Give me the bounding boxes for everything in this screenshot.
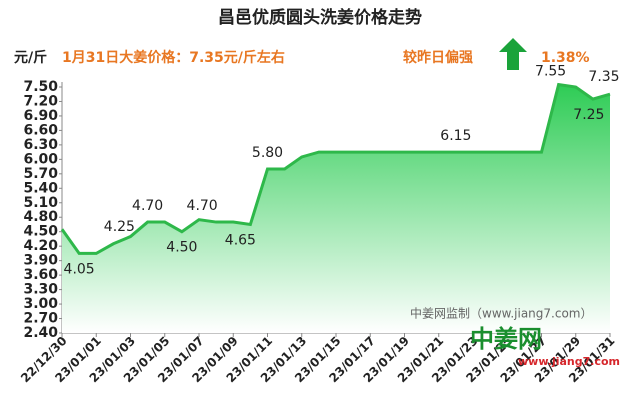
y-tick-label: 5.40 bbox=[23, 180, 58, 196]
value-label: 4.25 bbox=[104, 219, 135, 235]
value-label: 4.05 bbox=[64, 261, 95, 277]
annotation: 1月31日大姜价格：7.35元/斤左右 bbox=[62, 49, 285, 66]
line bbox=[60, 82, 611, 255]
value-label: 7.25 bbox=[573, 107, 604, 123]
value-label: 4.70 bbox=[187, 198, 218, 214]
annotation: 较昨日偏强 bbox=[403, 49, 473, 66]
y-tick-label: 4.20 bbox=[23, 238, 58, 254]
value-label: 5.80 bbox=[252, 145, 283, 161]
annotation: 1.38% bbox=[541, 50, 590, 66]
y-tick-label: 7.20 bbox=[23, 93, 58, 109]
y-tick-label: 6.00 bbox=[23, 151, 58, 167]
value-label: 7.55 bbox=[535, 64, 566, 80]
y-tick-label: 7.50 bbox=[23, 79, 58, 95]
value-label: 4.50 bbox=[166, 240, 197, 256]
y-tick-label: 2.40 bbox=[23, 325, 58, 341]
y-tick-label: 4.80 bbox=[23, 209, 58, 225]
value-label: 4.70 bbox=[132, 198, 163, 214]
chart-title: 昌邑优质圆头洗姜价格走势 bbox=[218, 7, 422, 28]
y-tick-label: 5.10 bbox=[23, 195, 58, 211]
area bbox=[62, 84, 610, 334]
value-label: 6.15 bbox=[440, 128, 471, 144]
y-tick-label: 6.60 bbox=[23, 122, 58, 138]
y-tick-label: 4.50 bbox=[23, 224, 58, 240]
y-tick-label: 3.30 bbox=[23, 282, 58, 298]
y-tick-label: 3.90 bbox=[23, 253, 58, 269]
y-tick-label: 5.70 bbox=[23, 166, 58, 182]
value-label: 4.65 bbox=[225, 232, 256, 248]
up-arrow bbox=[499, 38, 527, 70]
logo-url: www.jiang7.com bbox=[518, 355, 620, 368]
y-axis-label: 元/斤 bbox=[14, 49, 47, 66]
logo: 中姜网 bbox=[470, 325, 542, 353]
y-tick-label: 3.00 bbox=[23, 296, 58, 312]
y-tick-label: 6.30 bbox=[23, 137, 58, 153]
y-tick-label: 6.90 bbox=[23, 108, 58, 124]
y-tick-label: 3.60 bbox=[23, 267, 58, 283]
y-tick-label: 2.70 bbox=[23, 311, 58, 327]
watermark: 中姜网监制（www.jiang7.com） bbox=[410, 306, 592, 321]
value-label: 7.35 bbox=[588, 69, 619, 85]
